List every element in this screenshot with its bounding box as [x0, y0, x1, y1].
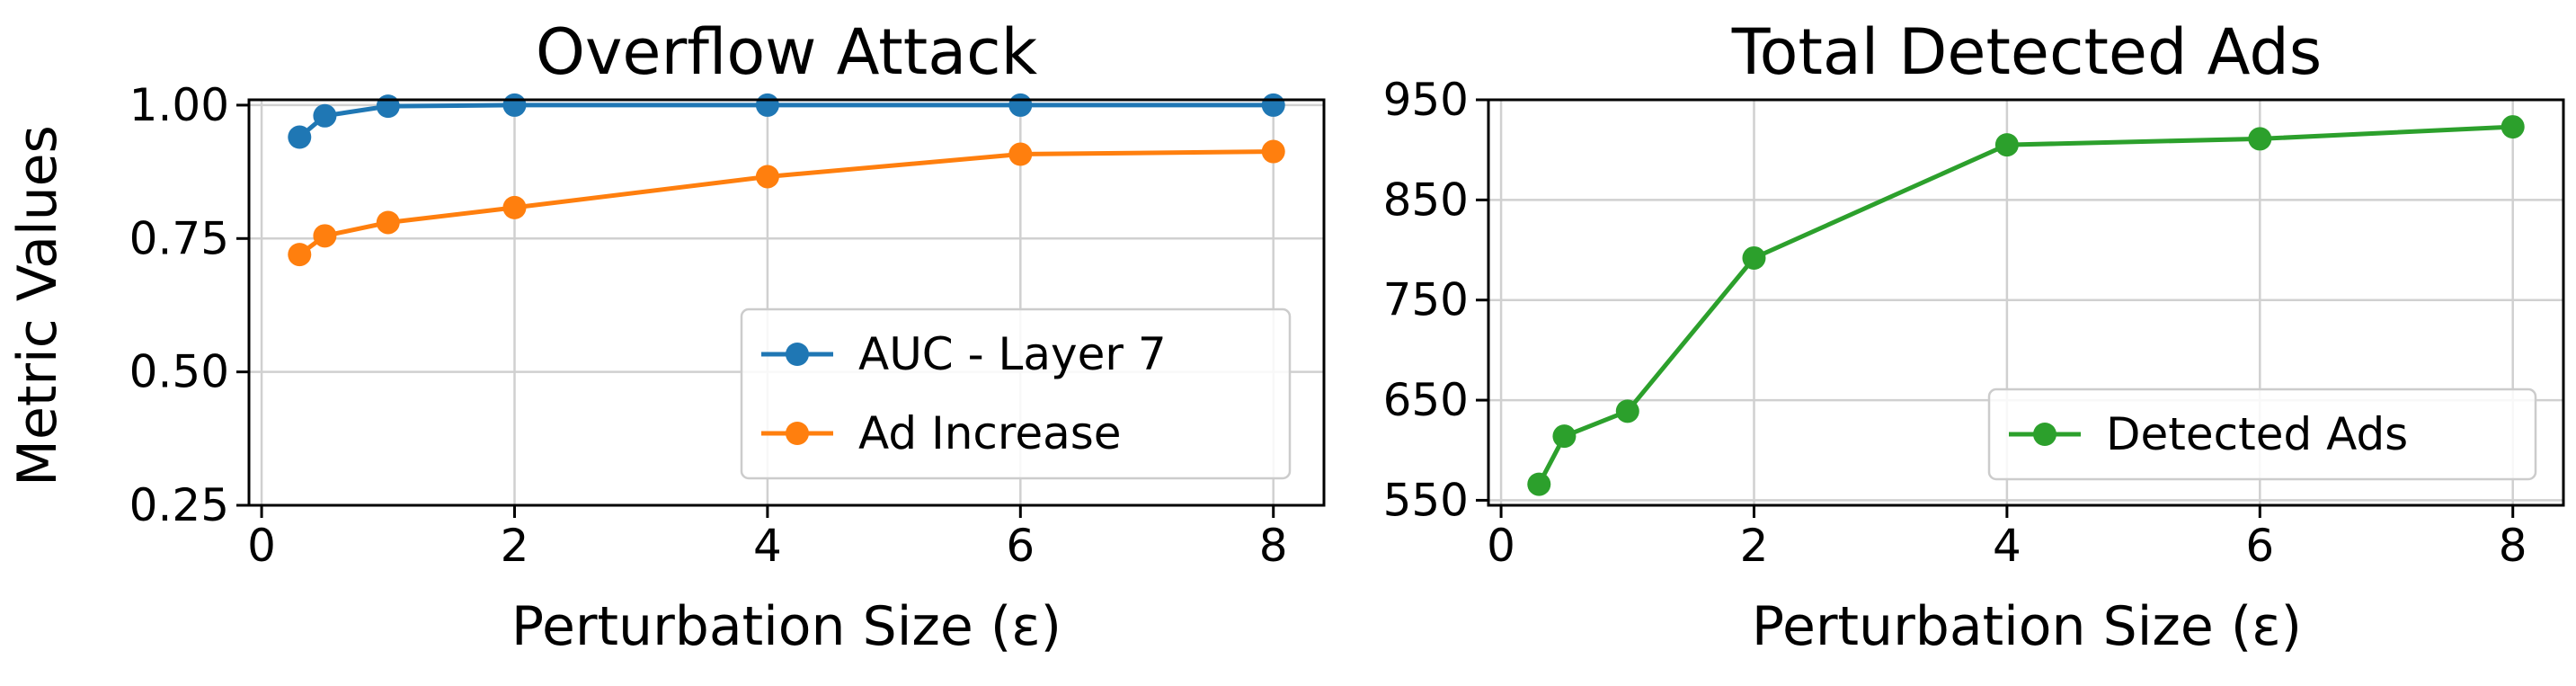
- x-tick-label: 0: [1487, 520, 1515, 572]
- x-tick-label: 4: [1993, 520, 2021, 572]
- legend-label-ad-increase: Ad Increase: [858, 407, 1122, 459]
- x-tick-label: 8: [1259, 520, 1288, 572]
- data-point-detected-ads: [2500, 115, 2525, 139]
- data-point-auc-layer-7: [313, 103, 337, 128]
- data-point-ad-increase: [1261, 139, 1285, 164]
- legend-label-auc-layer-7: AUC - Layer 7: [858, 328, 1167, 380]
- legend-label-detected-ads: Detected Ads: [2106, 408, 2408, 460]
- data-point-detected-ads: [1615, 399, 1639, 423]
- x-tick-label: 8: [2499, 520, 2527, 572]
- data-point-auc-layer-7: [1261, 93, 1285, 117]
- y-tick-label: 1.00: [129, 79, 229, 131]
- series-line-auc-layer-7: [298, 102, 1274, 139]
- chart-title: Overflow Attack: [536, 15, 1038, 89]
- legend-marker-detected-ads: [2033, 423, 2056, 446]
- data-point-ad-increase: [755, 165, 779, 189]
- y-tick-label: 550: [1383, 474, 1469, 526]
- legend-marker-ad-increase: [786, 422, 809, 445]
- data-point-auc-layer-7: [502, 93, 527, 117]
- x-axis-label: Perturbation Size (ε): [1752, 595, 2302, 658]
- data-point-detected-ads: [1994, 133, 2019, 157]
- x-tick-label: 6: [1006, 520, 1035, 572]
- plot-frame: [1487, 98, 2565, 507]
- data-point-ad-increase: [502, 195, 527, 219]
- y-tick-label: 750: [1383, 274, 1469, 326]
- data-point-auc-layer-7: [1008, 93, 1033, 117]
- y-axis-label: Metric Values: [6, 125, 69, 486]
- legend-box: [740, 307, 1292, 480]
- x-tick-label: 0: [247, 520, 276, 572]
- data-point-detected-ads: [1527, 472, 1551, 496]
- data-point-auc-layer-7: [288, 125, 312, 149]
- y-tick-label: 850: [1383, 174, 1469, 226]
- chart-total-detected-ads: Total Detected Ads Perturbation Size (ε)…: [1383, 15, 2565, 658]
- y-tick-label: 950: [1383, 74, 1469, 126]
- data-point-auc-layer-7: [376, 94, 400, 119]
- x-tick-label: 4: [753, 520, 782, 572]
- y-tick-label: 0.50: [129, 346, 229, 398]
- chart-overflow-attack: Overflow Attack Metric Values Perturbati…: [6, 15, 1326, 658]
- data-point-detected-ads: [1552, 424, 1577, 449]
- data-point-ad-increase: [1008, 142, 1033, 166]
- legend: Detected Ads: [1987, 388, 2537, 481]
- chart-title: Total Detected Ads: [1731, 15, 2322, 89]
- legend-marker-auc-layer-7: [786, 343, 809, 366]
- y-tick-label: 0.75: [129, 212, 229, 264]
- data-point-detected-ads: [1742, 245, 1766, 270]
- data-point-ad-increase: [288, 243, 312, 267]
- x-tick-label: 2: [501, 520, 529, 572]
- legend: AUC - Layer 7 Ad Increase: [740, 307, 1292, 480]
- x-axis-label: Perturbation Size (ε): [511, 595, 1061, 658]
- data-point-auc-layer-7: [755, 93, 779, 117]
- y-tick-label: 0.25: [129, 479, 229, 531]
- x-tick-label: 2: [1740, 520, 1769, 572]
- plot-frame: [247, 98, 1326, 507]
- data-point-ad-increase: [313, 224, 337, 248]
- x-tick-label: 6: [2245, 520, 2274, 572]
- legend-box: [1987, 388, 2537, 481]
- y-tick-label: 650: [1383, 374, 1469, 426]
- data-point-detected-ads: [2248, 127, 2272, 151]
- data-point-ad-increase: [376, 210, 400, 235]
